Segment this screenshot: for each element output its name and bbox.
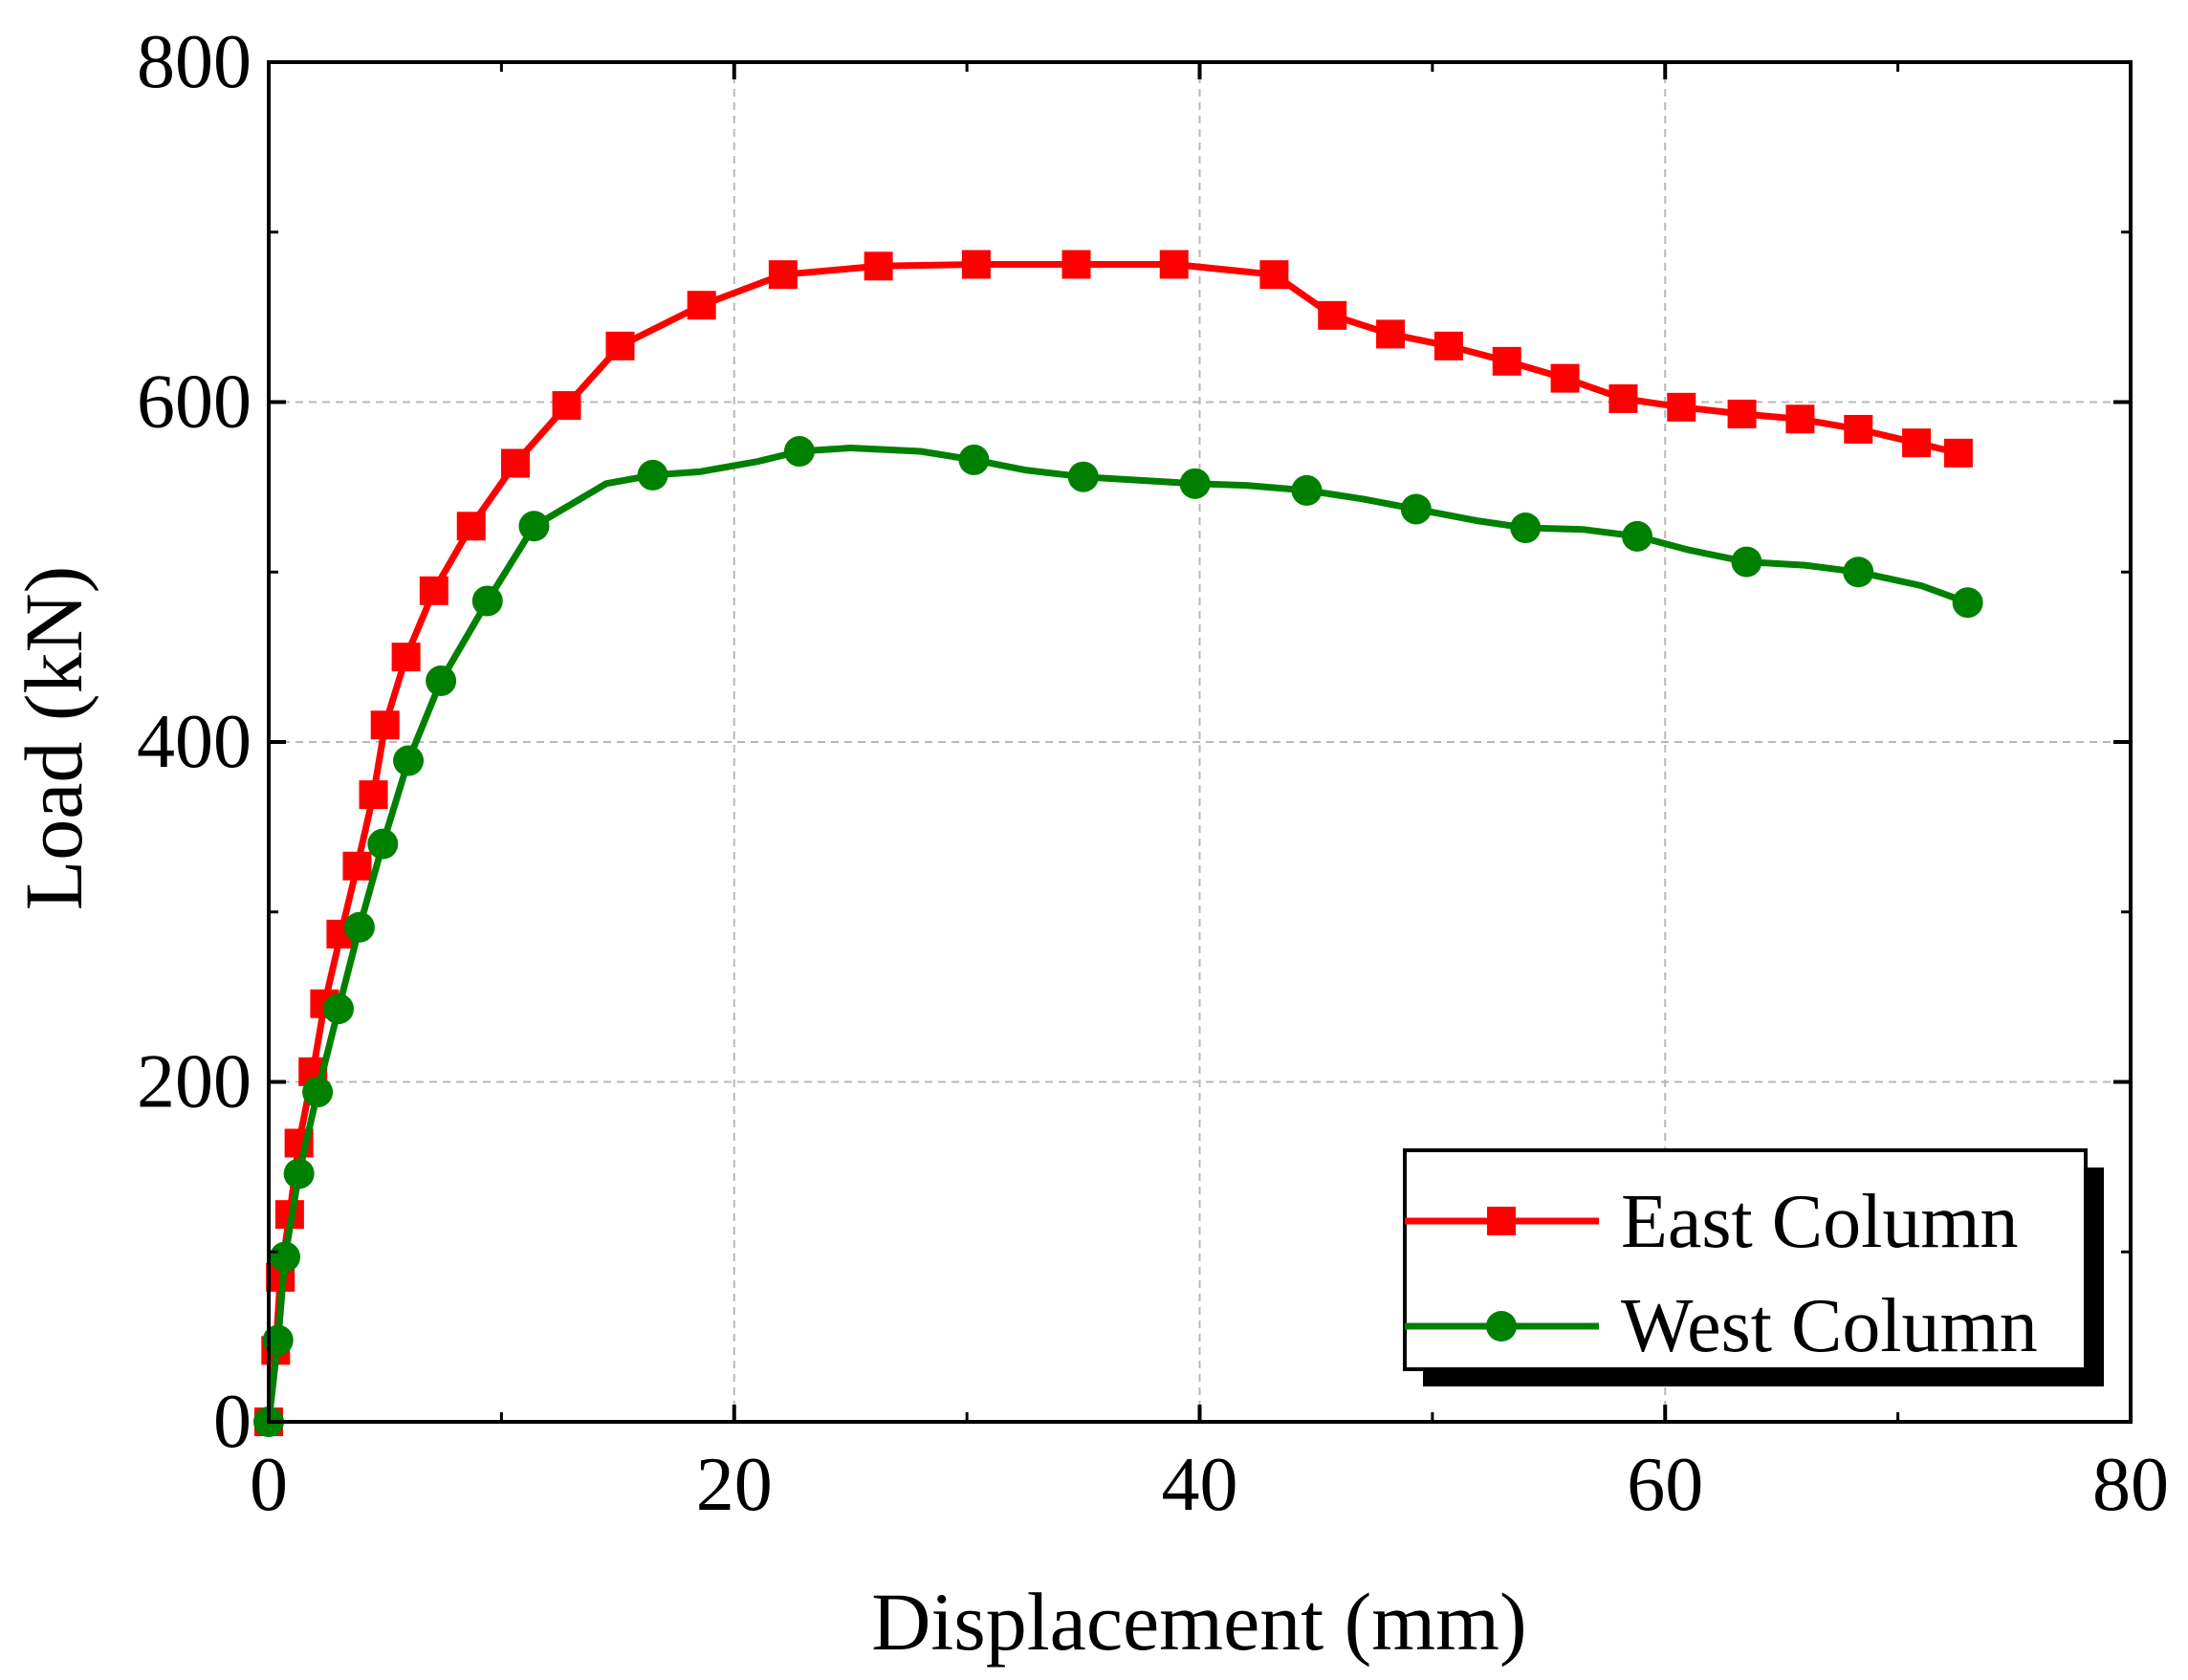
data-point-east-column-19: [864, 251, 893, 281]
data-point-west-column-14: [958, 444, 990, 475]
legend-marker-west-column: [1486, 1311, 1517, 1342]
data-point-west-column-15: [1067, 461, 1099, 492]
data-point-east-column-18: [768, 260, 798, 290]
x-tick-label-40: 40: [1162, 1443, 1238, 1527]
y-tick-label-800: 800: [137, 20, 252, 104]
legend-box: [1403, 1148, 2088, 1371]
data-point-east-column-35: [1943, 438, 1973, 468]
x-tick-label-20: 20: [696, 1443, 773, 1527]
data-point-east-column-16: [605, 331, 635, 360]
data-point-west-column-17: [1291, 474, 1323, 506]
legend: East Column West Column: [1403, 1148, 2104, 1386]
data-point-east-column-25: [1376, 319, 1406, 349]
data-point-east-column-11: [391, 643, 421, 672]
y-tick-label-200: 200: [137, 1040, 252, 1124]
data-point-east-column-22: [1159, 250, 1189, 279]
data-point-west-column-2: [270, 1241, 301, 1273]
data-point-west-column-18: [1400, 493, 1432, 525]
data-point-west-column-20: [1622, 520, 1653, 552]
data-point-east-column-14: [500, 448, 530, 478]
data-point-west-column-16: [1179, 468, 1211, 499]
data-point-west-column-13: [783, 436, 815, 468]
data-point-east-column-24: [1318, 300, 1347, 330]
y-tick-label-400: 400: [137, 700, 252, 784]
data-point-west-column-3: [283, 1158, 315, 1189]
data-point-east-column-17: [687, 291, 716, 320]
data-point-east-column-12: [419, 576, 449, 605]
data-point-west-column-22: [1843, 556, 1874, 588]
data-point-east-column-15: [552, 391, 581, 421]
data-point-east-column-27: [1492, 346, 1521, 376]
data-point-west-column-4: [302, 1077, 334, 1108]
data-point-west-column-6: [343, 911, 375, 943]
data-point-west-column-5: [323, 993, 355, 1025]
x-tick-label-0: 0: [250, 1443, 288, 1527]
data-point-east-column-13: [456, 512, 486, 541]
data-point-west-column-23: [1952, 587, 1983, 619]
data-point-east-column-26: [1433, 331, 1463, 360]
y-tick-label-0: 0: [213, 1380, 252, 1464]
series-layer: [253, 250, 1983, 1437]
data-point-west-column-12: [637, 459, 668, 491]
data-point-east-column-21: [1061, 250, 1091, 279]
legend-marker-east-column: [1487, 1207, 1516, 1235]
data-point-east-column-9: [359, 780, 388, 810]
data-point-east-column-34: [1902, 428, 1932, 458]
x-tick-label-60: 60: [1627, 1443, 1703, 1527]
data-point-east-column-31: [1727, 399, 1757, 428]
y-axis-title: Load (kN): [8, 566, 99, 911]
data-point-east-column-30: [1667, 392, 1696, 422]
legend-label-east-column: East Column: [1621, 1180, 2019, 1264]
data-point-east-column-20: [961, 250, 991, 279]
data-point-west-column-8: [393, 745, 425, 776]
tick-layer: [267, 60, 2133, 1424]
data-point-east-column-8: [342, 851, 372, 881]
data-point-east-column-33: [1844, 414, 1873, 444]
data-point-east-column-32: [1785, 404, 1815, 434]
series-west-column: [253, 436, 1983, 1437]
data-point-west-column-21: [1731, 546, 1762, 578]
data-point-east-column-28: [1550, 363, 1580, 393]
data-point-east-column-23: [1259, 260, 1289, 290]
x-tick-label-80: 80: [2092, 1443, 2169, 1527]
data-point-west-column-7: [367, 828, 399, 860]
data-point-east-column-29: [1608, 383, 1638, 413]
data-point-west-column-11: [518, 511, 550, 542]
x-axis-title: Displacement (mm): [871, 1576, 1526, 1668]
y-tick-label-600: 600: [137, 360, 252, 445]
data-point-west-column-10: [471, 585, 503, 617]
legend-label-west-column: West Column: [1621, 1284, 2038, 1368]
data-point-east-column-10: [370, 710, 400, 740]
data-point-west-column-19: [1510, 513, 1542, 544]
data-point-west-column-9: [426, 665, 457, 697]
